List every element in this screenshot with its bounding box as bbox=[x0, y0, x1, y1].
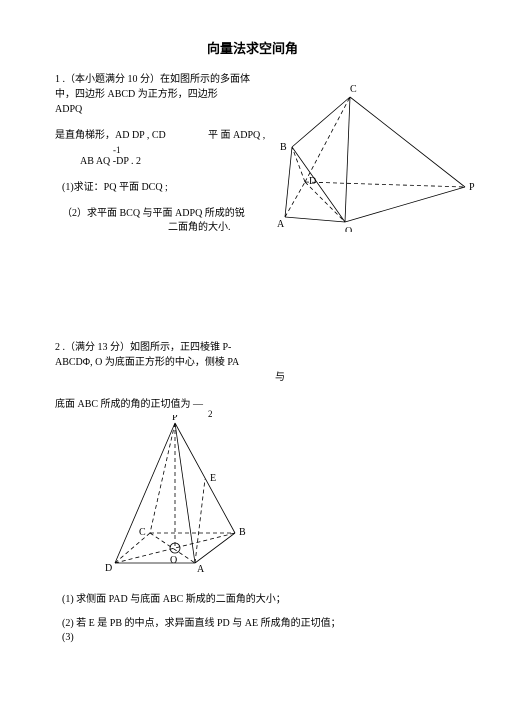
label-D: D bbox=[309, 176, 316, 187]
label-A2: A bbox=[197, 564, 205, 575]
problem2-intro: 2 .（满分 13 分）如图所示，正四棱锥 P- ABCDΦ, O 为底面正方形… bbox=[55, 340, 295, 370]
label-C: C bbox=[350, 84, 357, 95]
p2-line3: 与 bbox=[275, 370, 285, 385]
diagram-polyhedron: A Q P D B C bbox=[250, 72, 480, 232]
p1-line1: 1 .（本小题满分 10 分）在如图所示的多面体 bbox=[55, 72, 265, 87]
page-title: 向量法求空间角 bbox=[0, 38, 505, 57]
problem1-intro: 1 .（本小题满分 10 分）在如图所示的多面体 中，四边形 ABCD 为正方形… bbox=[55, 72, 265, 117]
p1-line4-left: 是直角梯形，AD DP , CD bbox=[55, 128, 166, 143]
label-P: P bbox=[469, 182, 475, 193]
p1-q1: (1)求证：PQ 平面 DCQ ; bbox=[62, 180, 168, 195]
p1-line2: 中，四边形 ABCD 为正方形，四边形 bbox=[55, 87, 265, 102]
label-A: A bbox=[277, 219, 285, 230]
p1-q2b: 二面角的大小. bbox=[168, 220, 231, 235]
p1-line5: AB AQ -DP . 2 bbox=[80, 154, 141, 169]
p1-q2a: （2）求平面 BCQ 与平面 ADPQ 所成的锐 bbox=[62, 206, 245, 221]
p2-line1: 2 .（满分 13 分）如图所示，正四棱锥 P- bbox=[55, 340, 295, 355]
label-P2: P bbox=[172, 415, 178, 423]
label-D2: D bbox=[105, 563, 112, 574]
label-C2: C bbox=[139, 527, 146, 538]
p2-q3: (3) bbox=[62, 630, 74, 645]
label-Q: Q bbox=[345, 226, 353, 232]
label-B: B bbox=[280, 142, 287, 153]
label-B2: B bbox=[239, 527, 246, 538]
label-O: O bbox=[170, 555, 177, 566]
p2-line4: 底面 ABC 所成的角的正切值为 — bbox=[55, 397, 203, 412]
p2-line2: ABCDΦ, O 为底面正方形的中心，侧棱 PA bbox=[55, 355, 295, 370]
p2-q1: (1) 求侧面 PAD 与底面 ABC 斯成的二面角的大小； bbox=[62, 592, 286, 607]
p2-q2: (2) 若 E 是 PB 的中点，求异面直线 PD 与 AE 所成角的正切值； bbox=[62, 616, 341, 631]
p1-line3: ADPQ bbox=[55, 102, 265, 117]
diagram-pyramid: P D A B C O E bbox=[90, 415, 270, 575]
label-E: E bbox=[210, 473, 216, 484]
